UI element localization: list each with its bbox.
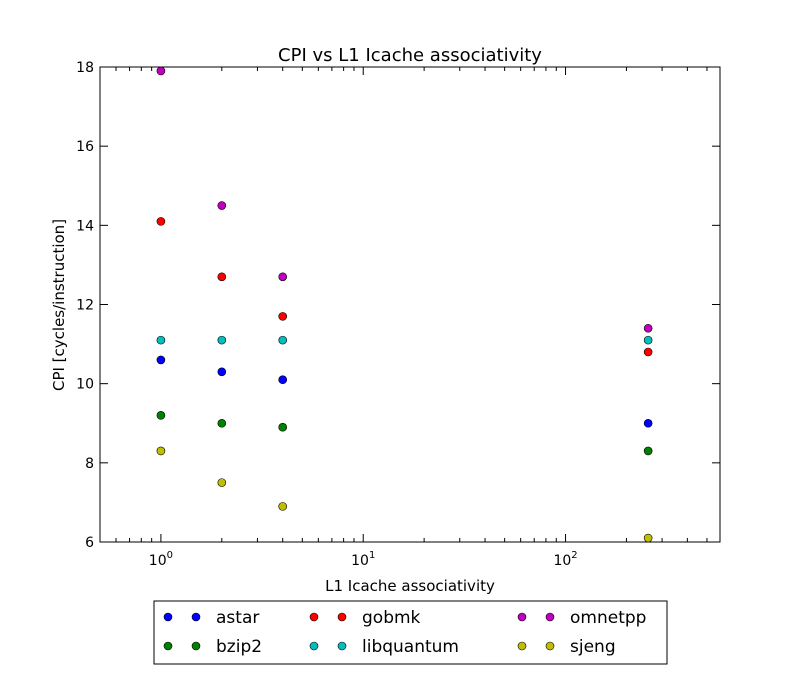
y-tick-label: 16 (76, 139, 94, 155)
x-axis-label: L1 Icache associativity (325, 577, 495, 595)
y-tick-label: 8 (85, 456, 94, 472)
data-point (217, 201, 227, 210)
legend-marker (163, 612, 173, 622)
legend-marker (337, 641, 347, 651)
data-point (643, 533, 653, 543)
series-astar (156, 355, 653, 428)
legend-marker (545, 641, 555, 651)
legend: astar bzip2 gobmk libquantum omnetpp sjeng (153, 600, 668, 665)
data-point (643, 418, 653, 428)
plot-frame (99, 66, 721, 543)
data-point (217, 418, 227, 428)
data-point (643, 446, 653, 456)
data-point (278, 422, 288, 432)
data-point (278, 335, 288, 345)
y-axis-label: CPI [cycles/instruction] (50, 219, 68, 391)
legend-marker (337, 612, 347, 622)
series-omnetpp (156, 66, 653, 333)
series-libquantum (156, 335, 653, 345)
data-point (643, 335, 653, 345)
series-gobmk (156, 217, 653, 357)
legend-label: omnetpp (570, 608, 646, 628)
legend-label: gobmk (362, 608, 421, 628)
legend-marker (191, 612, 201, 622)
data-point (217, 335, 227, 345)
x-tick-label: 101 (351, 550, 375, 569)
y-tick-label: 10 (76, 377, 94, 393)
data-point (643, 347, 653, 357)
legend-marker (191, 641, 201, 651)
legend-marker (309, 641, 319, 651)
y-tick-label: 12 (76, 298, 94, 314)
x-tick-label: 100 (149, 550, 173, 569)
data-point (278, 502, 288, 511)
data-point (156, 446, 166, 456)
legend-marker (517, 612, 527, 622)
data-point (156, 217, 166, 226)
y-tick-label: 6 (85, 535, 94, 551)
plot-area: 100 101 102 6 8 10 12 14 16 18 (76, 60, 721, 569)
legend-label: bzip2 (216, 637, 262, 657)
series-bzip2 (156, 411, 653, 456)
data-point (156, 335, 166, 345)
legend-box (153, 600, 668, 665)
data-point (278, 272, 288, 282)
y-tick-label: 18 (76, 60, 94, 76)
y-tick-label: 14 (76, 218, 94, 234)
legend-marker (545, 612, 555, 622)
legend-marker (309, 612, 319, 622)
legend-label: astar (216, 608, 259, 628)
data-point (643, 323, 653, 333)
x-tick-label: 102 (553, 550, 577, 569)
data-point (278, 375, 288, 385)
data-point (278, 312, 288, 321)
data-point (156, 355, 166, 365)
chart-title: CPI vs L1 Icache associativity (278, 45, 542, 66)
data-point (156, 66, 166, 76)
legend-marker (517, 641, 527, 651)
data-point (217, 272, 227, 282)
data-point (217, 367, 227, 377)
series-sjeng (156, 446, 653, 543)
data-point (156, 411, 166, 420)
legend-label: sjeng (570, 637, 616, 657)
legend-label: libquantum (362, 637, 459, 657)
data-point (217, 478, 227, 487)
legend-marker (163, 641, 173, 651)
